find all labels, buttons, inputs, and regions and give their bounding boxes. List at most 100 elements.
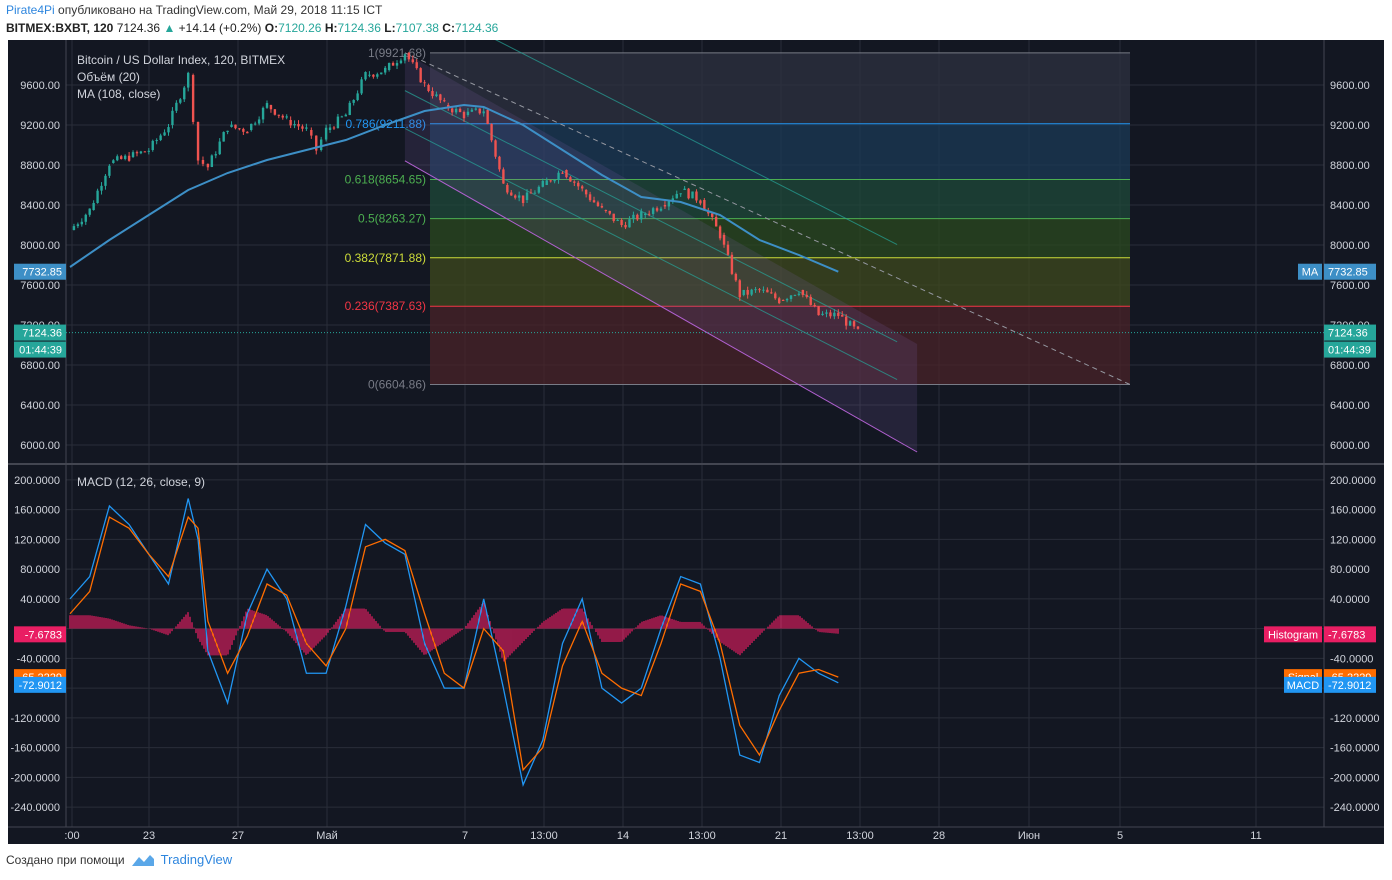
candle-body xyxy=(746,289,749,295)
candle-body xyxy=(265,103,269,108)
candle-body xyxy=(632,214,635,220)
candle-body xyxy=(431,91,434,97)
macd-value-badge: -72.9012 xyxy=(19,680,62,692)
y-tick-right: 9200.00 xyxy=(1330,120,1370,132)
macd-value-badge-bg xyxy=(1324,676,1376,693)
y-tick-left: 6000.00 xyxy=(20,440,60,452)
candle-body xyxy=(427,85,430,92)
y-tick-right: -200.0000 xyxy=(1330,772,1380,784)
histogram-value-badge: -7.6783 xyxy=(25,629,62,641)
candle-body xyxy=(163,132,166,136)
candle-body xyxy=(285,116,288,118)
candle-body xyxy=(762,289,765,291)
candle-body xyxy=(770,292,773,294)
high-label: H: xyxy=(324,21,338,35)
candle-body xyxy=(636,214,639,220)
candle-body xyxy=(183,87,186,100)
candle-body xyxy=(88,208,91,215)
published-text: опубликовано на TradingView.com, Май 29,… xyxy=(58,3,383,17)
candle-body xyxy=(415,62,418,69)
y-tick-right: 6800.00 xyxy=(1330,360,1370,372)
price-change: +14.14 (+0.2%) xyxy=(178,21,262,35)
candle-body xyxy=(545,180,548,185)
candle-body xyxy=(588,194,592,201)
open-value: 7120.26 xyxy=(278,21,322,35)
candle-body xyxy=(344,114,347,117)
candle-body xyxy=(813,304,816,307)
candle-body xyxy=(324,127,328,140)
candle-body xyxy=(281,115,284,118)
last-price-badge-bg xyxy=(1324,324,1376,341)
candle-body xyxy=(250,123,253,130)
candle-body xyxy=(478,108,481,114)
candle-body xyxy=(218,141,221,155)
candle-body xyxy=(675,193,678,199)
candle-body xyxy=(403,54,407,61)
candle-body xyxy=(328,127,332,130)
fib-zone xyxy=(430,179,1130,219)
author-link[interactable]: Pirate4Pi xyxy=(6,3,55,17)
candle-body xyxy=(655,208,659,211)
candle-body xyxy=(171,110,174,125)
candle-body xyxy=(423,82,426,84)
high-value: 7124.36 xyxy=(337,21,381,35)
candle-body xyxy=(84,214,87,222)
last-price-badge: 7124.36 xyxy=(22,328,62,340)
y-tick-left: -240.0000 xyxy=(10,802,60,814)
candle-body xyxy=(234,124,237,129)
candle-body xyxy=(277,114,281,116)
candle-body xyxy=(116,156,119,161)
moving-average xyxy=(66,103,1324,334)
histogram-tag: Histogram xyxy=(1268,629,1318,641)
candle-body xyxy=(340,116,344,118)
candle-body xyxy=(766,289,769,293)
close-label: C: xyxy=(442,21,455,35)
tradingview-link[interactable]: TradingView xyxy=(160,852,233,867)
candle-body xyxy=(738,280,741,298)
channel-parallel-line xyxy=(404,90,898,343)
candle-body xyxy=(533,192,537,194)
candle-body xyxy=(269,105,273,110)
candle-body xyxy=(581,186,584,189)
candle-body xyxy=(100,185,103,191)
candle-body xyxy=(360,79,363,94)
symbol-info: BITMEX:BXBT, 120 7124.36 ▲ +14.14 (+0.2%… xyxy=(6,21,498,35)
candle-body xyxy=(793,294,797,296)
candle-body xyxy=(525,192,529,200)
candle-body xyxy=(486,110,489,124)
x-tick-label: Июн xyxy=(1018,830,1040,842)
x-tick-label: :00 xyxy=(64,830,79,842)
y-tick-left: -200.0000 xyxy=(10,772,60,784)
candle-body xyxy=(553,179,556,182)
candle-body xyxy=(801,290,805,295)
candle-body xyxy=(108,165,111,176)
candle-body xyxy=(569,177,572,182)
candle-body xyxy=(514,195,517,198)
fib-label: 0(6604.86) xyxy=(368,378,426,392)
last-price-badge: 7124.36 xyxy=(1328,328,1368,340)
candle-body xyxy=(261,107,265,120)
x-tick-label: 7 xyxy=(462,830,468,842)
candle-body xyxy=(517,195,521,198)
symbol-name: BITMEX:BXBT, 120 xyxy=(6,21,114,35)
countdown-badge-bg xyxy=(1324,341,1376,358)
countdown-badge: 01:44:39 xyxy=(19,345,62,357)
candle-body xyxy=(474,108,478,110)
candle-body xyxy=(191,75,195,122)
candle-body xyxy=(123,155,127,159)
candle-body xyxy=(201,160,205,164)
candle-body xyxy=(257,119,261,124)
y-tick-left: 6400.00 xyxy=(20,400,60,412)
macd-value-badge: -72.9012 xyxy=(1328,680,1371,692)
candle-body xyxy=(310,130,313,136)
ma-price-badge: 7732.85 xyxy=(22,267,62,279)
candle-body xyxy=(506,185,509,193)
chart-area[interactable]: 1(9921.68)0.786(9211.88)0.618(8654.65)0.… xyxy=(0,40,1392,844)
y-tick-right: 7600.00 xyxy=(1330,280,1370,292)
y-tick-left: 9600.00 xyxy=(20,80,60,92)
candle-body xyxy=(196,121,200,161)
candle-body xyxy=(852,321,856,327)
candle-body xyxy=(387,62,391,70)
candle-body xyxy=(541,180,544,187)
legend-macd: MACD (12, 26, close, 9) xyxy=(77,475,205,489)
